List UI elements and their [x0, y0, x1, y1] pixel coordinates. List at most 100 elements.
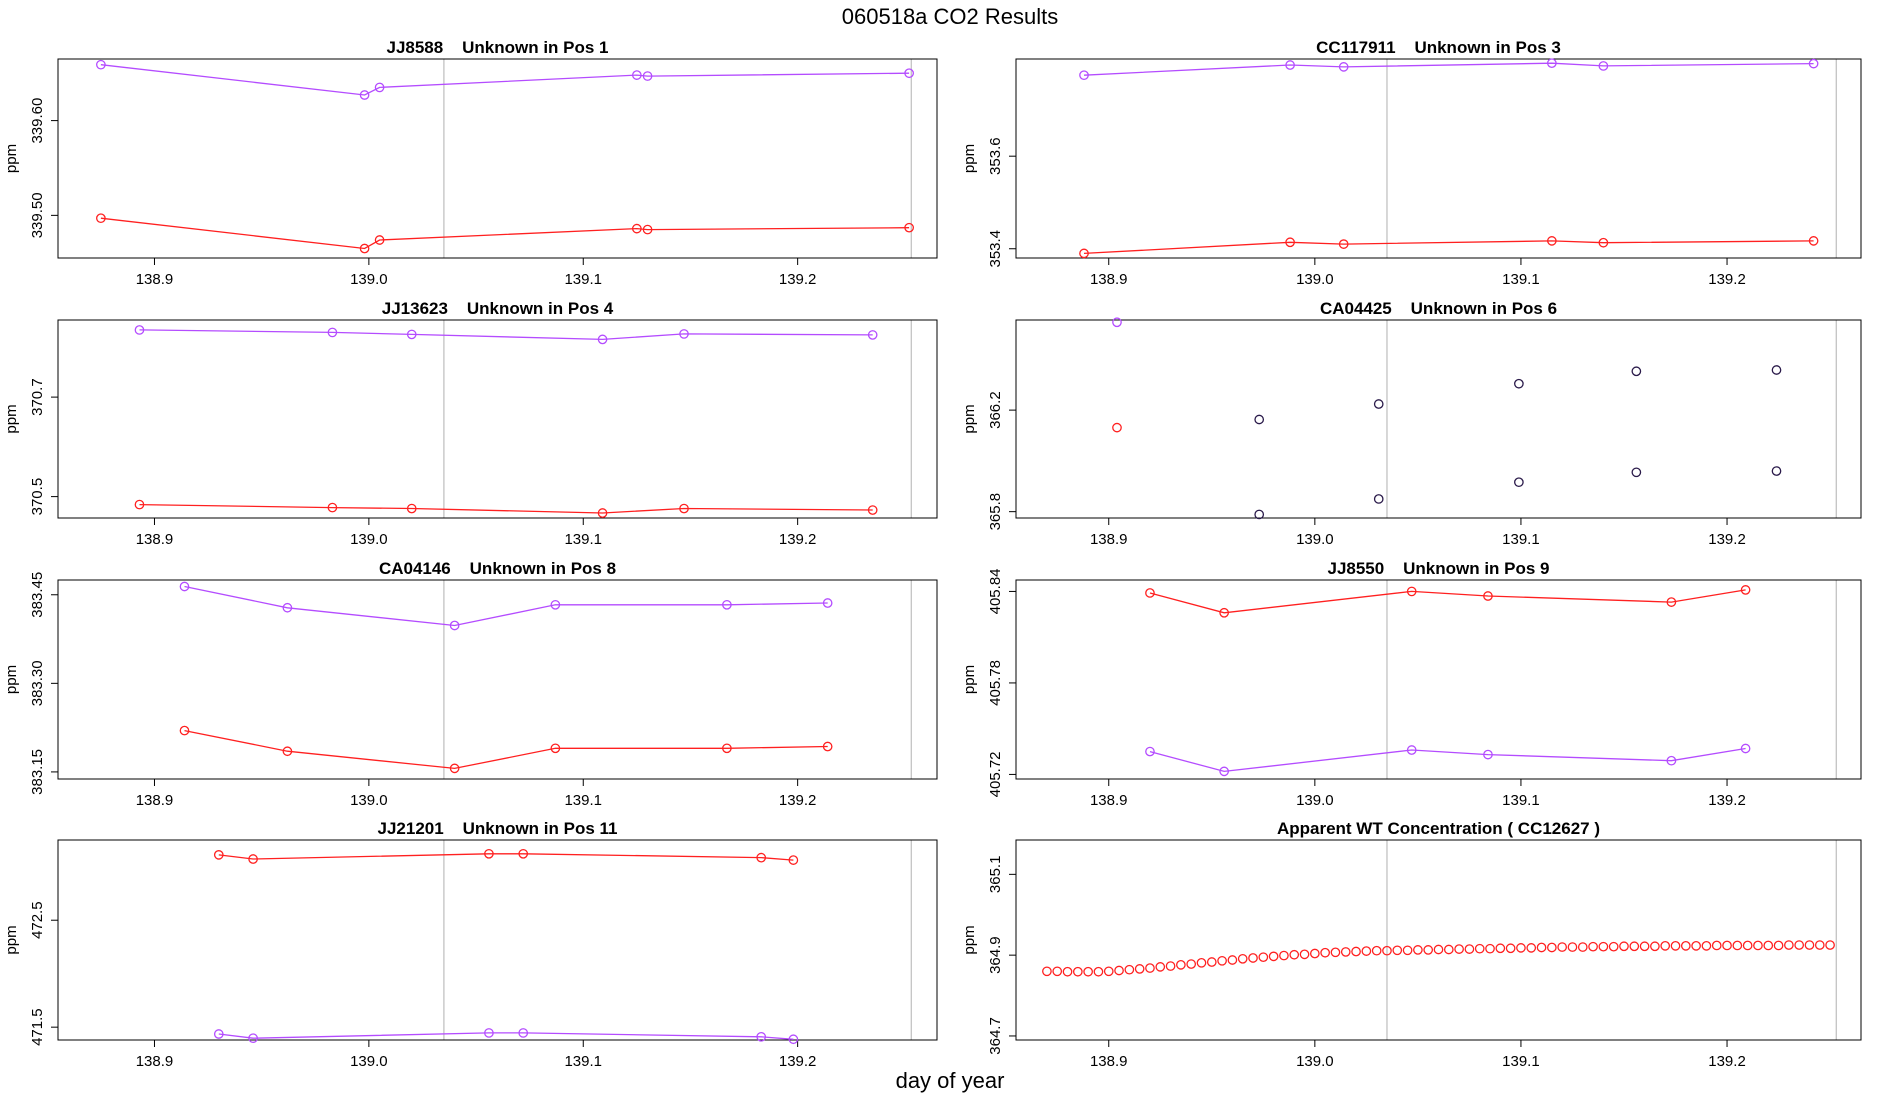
x-tick-label: 139.0 — [350, 1053, 388, 1070]
data-point — [96, 59, 106, 70]
data-point — [248, 1033, 258, 1044]
data-point — [867, 330, 878, 340]
y-tick-label: 339.50 — [29, 192, 46, 238]
figure-title: 060518a CO2 Results — [841, 4, 1059, 29]
x-tick-label: 139.2 — [1708, 792, 1746, 809]
data-point — [1423, 945, 1434, 955]
data-point — [1361, 946, 1372, 956]
data-point — [282, 602, 293, 613]
data-point — [1248, 953, 1258, 963]
chart-title: JJ8588 Unknown in Pos 1 — [386, 38, 608, 57]
data-point — [788, 855, 799, 865]
data-point — [1371, 945, 1382, 956]
x-tick-label: 138.9 — [1090, 1053, 1128, 1070]
data-point — [1691, 941, 1701, 951]
data-point — [1413, 945, 1423, 955]
data-point — [1650, 941, 1660, 952]
data-point — [1680, 941, 1691, 951]
data-point — [1608, 941, 1619, 952]
data-point — [1219, 607, 1230, 618]
x-tick-label: 139.0 — [1296, 792, 1334, 809]
data-point — [1406, 745, 1417, 755]
chart-title: CC117911 Unknown in Pos 3 — [1316, 38, 1561, 57]
y-tick-label: 364.7 — [987, 1017, 1004, 1055]
data-point — [1771, 466, 1782, 476]
data-point — [1433, 944, 1444, 955]
data-point — [213, 850, 224, 860]
data-point — [1753, 940, 1763, 951]
data-point — [1701, 941, 1712, 951]
x-tick-label: 139.1 — [564, 531, 602, 548]
y-tick-label: 353.6 — [987, 137, 1004, 175]
data-point — [1134, 964, 1145, 974]
data-point — [1258, 952, 1269, 963]
x-tick-label: 139.0 — [1296, 271, 1334, 288]
data-point — [1557, 942, 1568, 952]
data-point — [1666, 755, 1677, 766]
data-point — [642, 71, 653, 81]
data-point — [1145, 746, 1155, 757]
data-point — [1464, 944, 1475, 954]
y-tick-label: 405.84 — [987, 568, 1004, 614]
data-point — [1285, 60, 1295, 70]
y-axis-label: ppm — [961, 404, 978, 433]
data-point — [1299, 949, 1310, 960]
data-point — [1042, 966, 1052, 977]
data-point — [449, 620, 460, 631]
data-point — [1740, 743, 1751, 754]
x-tick-label: 138.9 — [1090, 792, 1128, 809]
data-point — [822, 741, 833, 752]
data-point — [904, 222, 914, 233]
data-point — [327, 327, 338, 338]
series-line-1 — [1083, 240, 1814, 255]
chart-panel-5: CA04146 Unknown in Pos 8 ppm 138.9 139.0 139… — [3, 559, 938, 809]
data-point — [359, 243, 370, 254]
data-point — [632, 223, 642, 234]
data-point — [1237, 953, 1248, 964]
y-axis-label: ppm — [961, 665, 978, 694]
data-point — [1526, 943, 1537, 953]
data-point — [406, 329, 417, 340]
y-tick-label: 383.30 — [29, 660, 46, 706]
y-tick-label: 405.72 — [987, 751, 1004, 797]
data-point — [1309, 948, 1320, 959]
data-point — [518, 1028, 529, 1038]
data-point — [1547, 942, 1557, 953]
x-tick-label: 139.2 — [1708, 531, 1746, 548]
data-point — [1454, 944, 1464, 954]
x-tick-label: 139.0 — [350, 531, 388, 548]
plot-frame — [57, 839, 938, 1041]
data-point — [1443, 944, 1454, 955]
chart-panel-7: JJ21201 Unknown in Pos 11 ppm 138.9 139.0 13… — [3, 819, 938, 1070]
data-point — [1825, 940, 1835, 950]
data-point — [1547, 58, 1557, 69]
series-line-1 — [218, 853, 794, 861]
x-tick-label: 139.1 — [1502, 271, 1540, 288]
data-point — [327, 502, 338, 513]
y-axis-label: ppm — [3, 925, 20, 954]
data-point — [1227, 955, 1238, 965]
y-axis-label: ppm — [961, 144, 978, 173]
y-tick-label: 405.78 — [987, 660, 1004, 706]
y-axis-label: ppm — [3, 404, 20, 433]
x-tick-label: 138.9 — [1090, 531, 1128, 548]
data-point — [597, 508, 608, 518]
series-line-2 — [1083, 62, 1814, 76]
plot-frame — [57, 579, 938, 780]
data-point — [1773, 940, 1784, 951]
x-tick-label: 139.2 — [779, 271, 817, 288]
data-point — [1114, 965, 1124, 976]
data-point — [1577, 942, 1588, 952]
data-point — [1186, 959, 1197, 969]
chart-panel-3: JJ13623 Unknown in Pos 4 ppm 138.9 139.0 139… — [3, 299, 938, 548]
data-point — [1268, 951, 1279, 962]
data-point — [1145, 588, 1155, 598]
data-point — [1495, 943, 1506, 954]
data-point — [1660, 941, 1671, 951]
data-point — [1155, 962, 1166, 972]
x-tick-label: 138.9 — [1090, 271, 1128, 288]
data-point — [1279, 950, 1289, 961]
chart-panel-1: JJ8588 Unknown in Pos 1 ppm 138.9 139.0 139.… — [3, 38, 938, 288]
